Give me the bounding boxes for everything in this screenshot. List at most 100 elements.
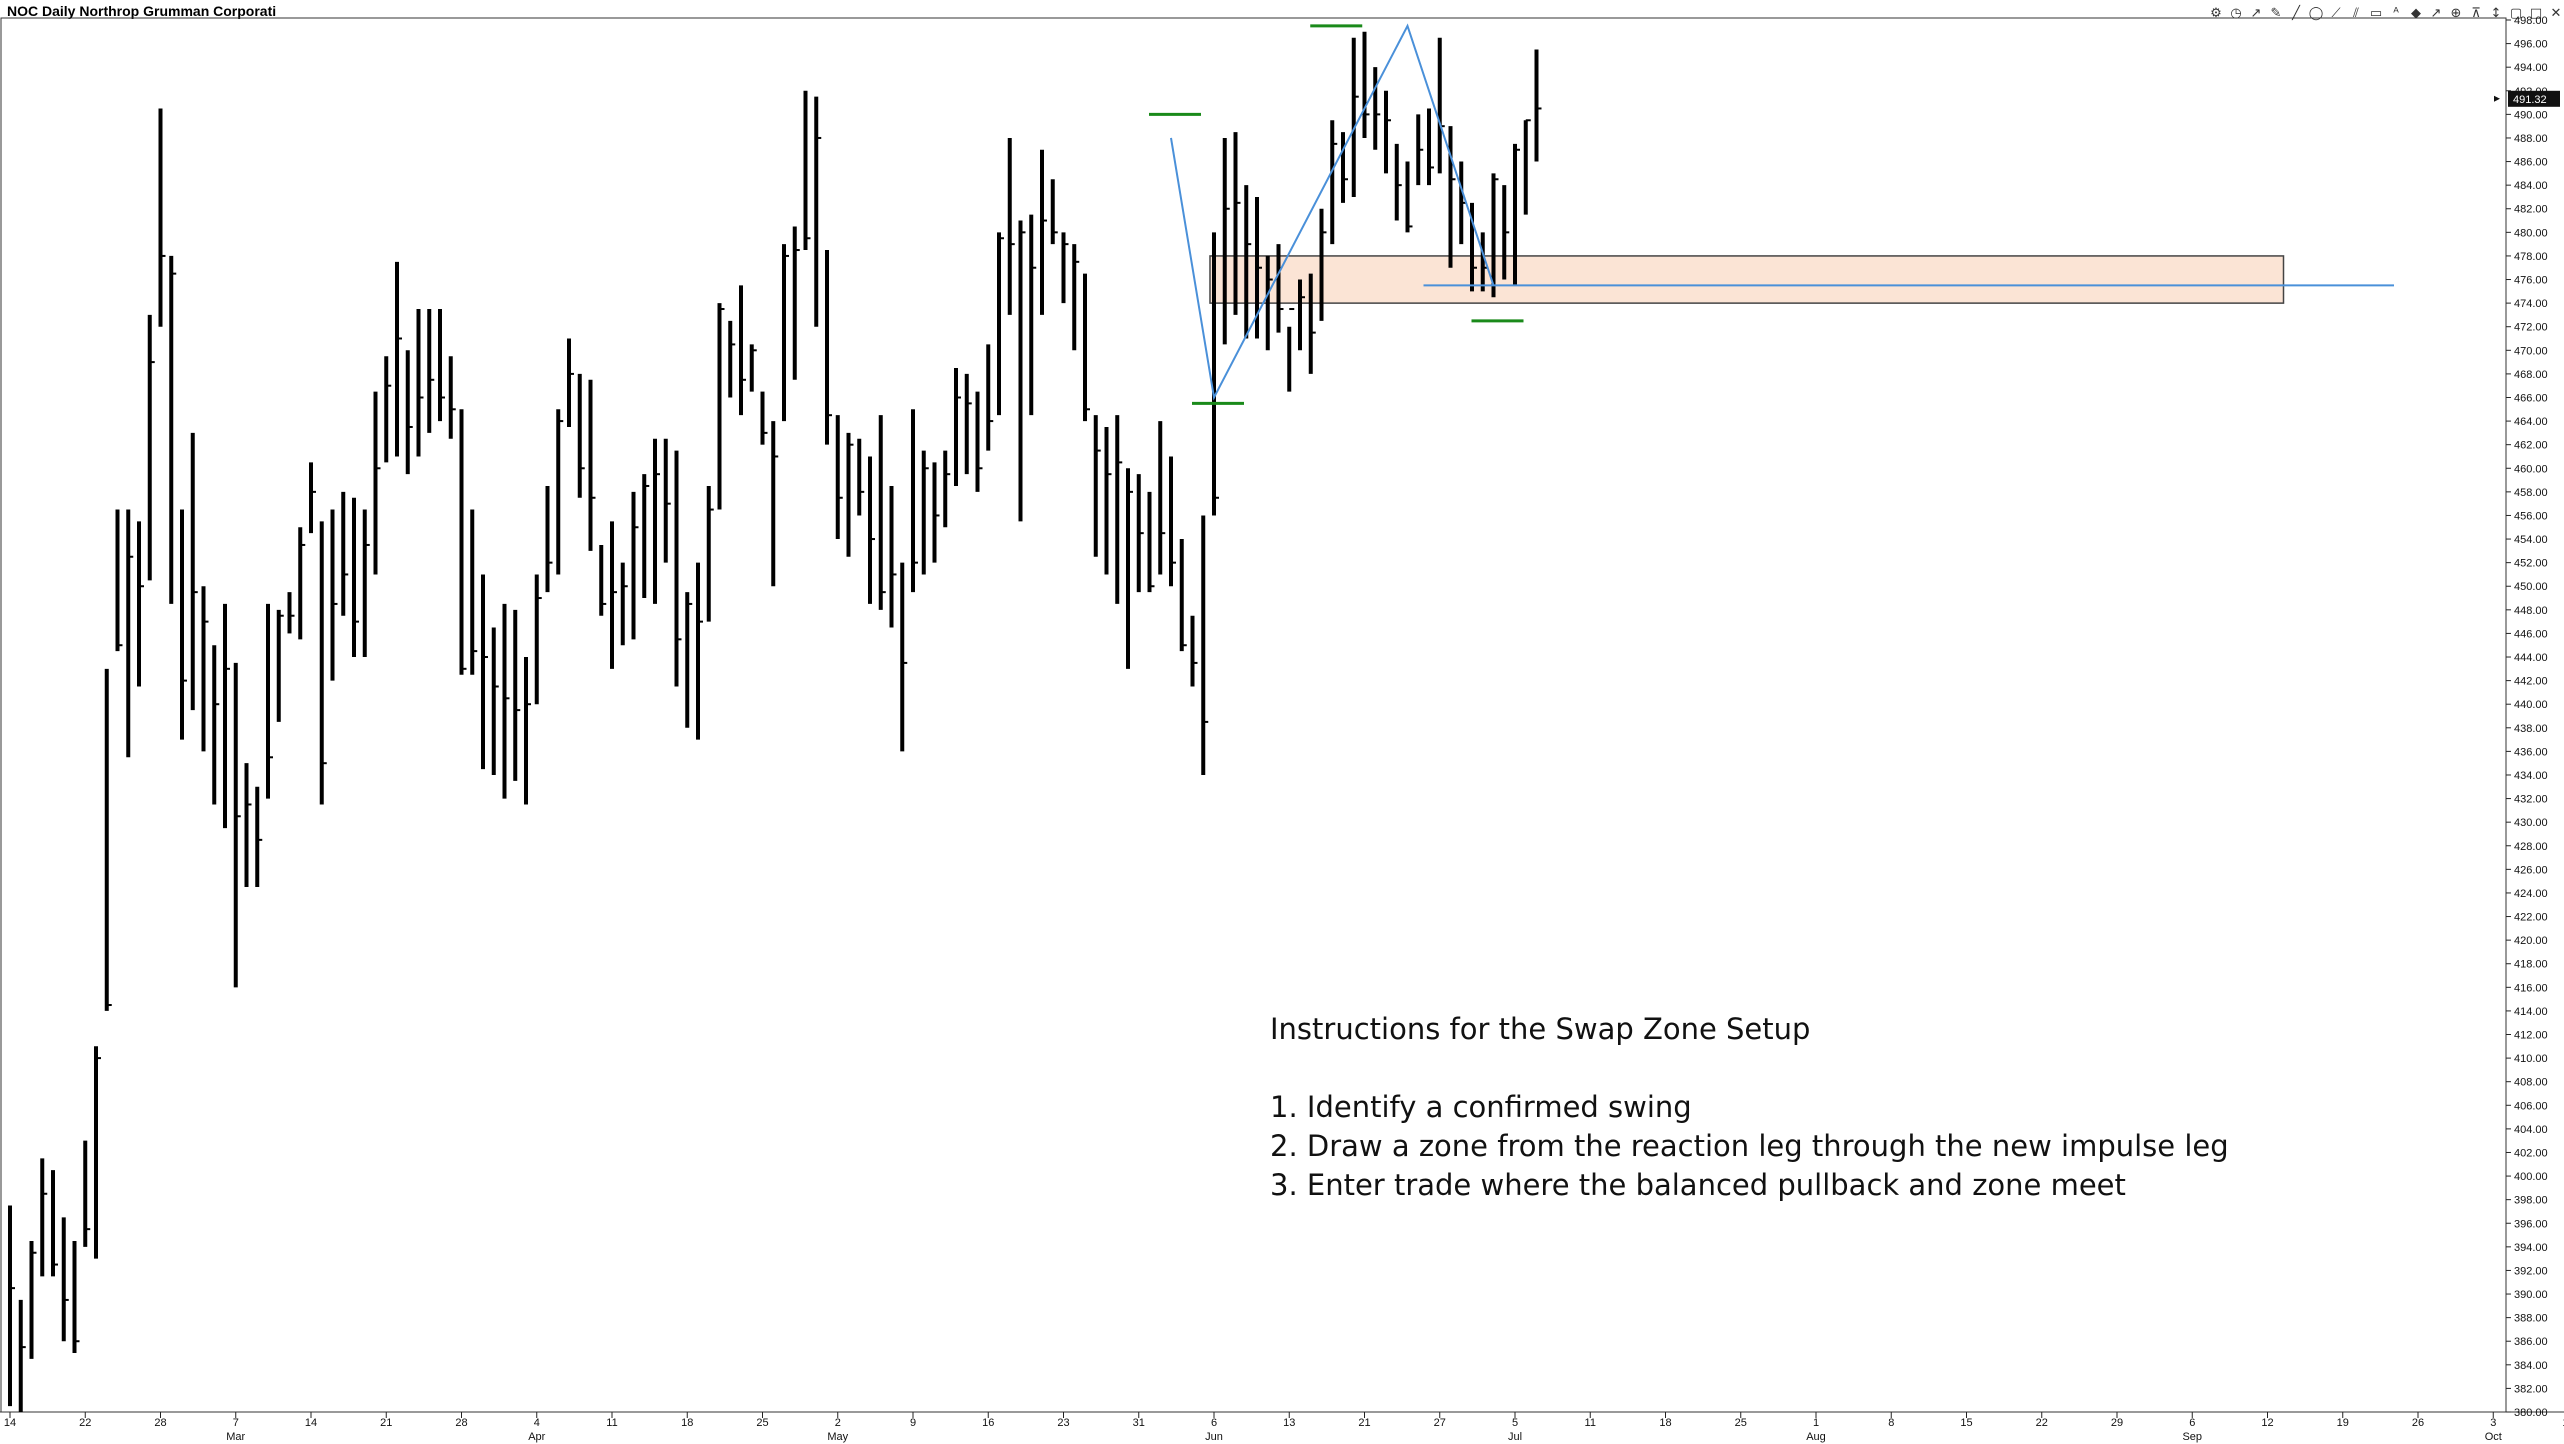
y-tick-label: 488.00 <box>2514 133 2548 145</box>
y-tick-label: 416.00 <box>2514 982 2548 994</box>
swap-zone <box>1209 255 2285 304</box>
text-icon[interactable]: ᴬ <box>2393 5 2399 21</box>
y-tick-label: 420.00 <box>2514 935 2548 947</box>
x-tick-label: 15 <box>1960 1417 1972 1429</box>
y-tick-label: 436.00 <box>2514 746 2548 758</box>
last-price-label: 491.32 <box>2513 94 2547 106</box>
y-tick-label: 482.00 <box>2514 204 2548 216</box>
y-tick-label: 406.00 <box>2514 1100 2548 1112</box>
y-tick-label: 440.00 <box>2514 699 2548 711</box>
y-tick-label: 472.00 <box>2514 322 2548 334</box>
y-tick-label: 486.00 <box>2514 157 2548 169</box>
y-tick-label: 480.00 <box>2514 227 2548 239</box>
y-tick-label: 494.00 <box>2514 62 2548 74</box>
x-tick-label: 3 <box>2490 1417 2496 1429</box>
x-tick-label: 22 <box>79 1417 91 1429</box>
x-tick-label: 28 <box>455 1417 467 1429</box>
fib-icon[interactable]: ⫽ <box>2353 5 2359 21</box>
y-tick-label: 384.00 <box>2514 1360 2548 1372</box>
y-tick-label: 498.00 <box>2514 15 2548 27</box>
y-tick-label: 394.00 <box>2514 1242 2548 1254</box>
x-tick-label: 14 <box>305 1417 317 1429</box>
y-tick-label: 380.00 <box>2514 1407 2548 1419</box>
instruction-step-2: 2. Draw a zone from the reaction leg thr… <box>1270 1129 2229 1163</box>
x-month-label: Jul <box>1508 1431 1522 1443</box>
close-icon[interactable]: ✕ <box>2550 5 2562 21</box>
y-tick-label: 402.00 <box>2514 1147 2548 1159</box>
y-tick-label: 466.00 <box>2514 392 2548 404</box>
y-tick-label: 422.00 <box>2514 912 2548 924</box>
x-tick-label: 11 <box>606 1417 617 1429</box>
y-tick-label: 410.00 <box>2514 1053 2548 1065</box>
x-tick-label: 25 <box>756 1417 768 1429</box>
y-tick-label: 400.00 <box>2514 1171 2548 1183</box>
pencil-icon[interactable]: ✎ <box>2270 5 2282 21</box>
trend-icon[interactable]: ↗ <box>2430 5 2442 21</box>
marker-icon[interactable]: ◆ <box>2411 5 2421 21</box>
diagonal-icon[interactable]: ⟋ <box>2331 5 2341 21</box>
y-tick-label: 432.00 <box>2514 794 2548 806</box>
y-tick-label: 484.00 <box>2514 180 2548 192</box>
rectangle-icon[interactable]: ▭ <box>2369 5 2383 21</box>
x-tick-label: 2 <box>835 1417 841 1429</box>
y-tick-label: 392.00 <box>2514 1265 2548 1277</box>
y-tick-label: 438.00 <box>2514 723 2548 735</box>
circle-tool-icon[interactable]: ◯ <box>2308 5 2324 21</box>
y-tick-label: 460.00 <box>2514 463 2548 475</box>
scroll-icon[interactable]: ↕ <box>2490 5 2502 21</box>
y-tick-label: 398.00 <box>2514 1195 2548 1207</box>
y-tick-label: 464.00 <box>2514 416 2548 428</box>
restore-icon[interactable]: ▢ <box>2509 5 2523 21</box>
x-tick-label: 1 <box>1813 1417 1819 1429</box>
x-tick-label: 9 <box>910 1417 916 1429</box>
line-tool-icon[interactable]: ╱ <box>2292 5 2300 21</box>
x-tick-label: 4 <box>534 1417 540 1429</box>
y-tick-label: 418.00 <box>2514 959 2548 971</box>
price-axis: 380.00 382.00 384.00 386.00 388.00 390.00 392.… <box>2494 15 2560 1419</box>
y-tick-label: 390.00 <box>2514 1289 2548 1301</box>
x-tick-label: 7 <box>233 1417 239 1429</box>
y-tick-label: 414.00 <box>2514 1006 2548 1018</box>
y-tick-label: 424.00 <box>2514 888 2548 900</box>
y-tick-label: 444.00 <box>2514 652 2548 664</box>
maximize-icon[interactable]: □ <box>2529 5 2543 21</box>
last-price-marker <box>2508 90 2560 107</box>
y-tick-label: 458.00 <box>2514 487 2548 499</box>
y-tick-label: 496.00 <box>2514 39 2548 51</box>
y-tick-label: 388.00 <box>2514 1313 2548 1325</box>
chart-settings-icon[interactable]: ⚙ <box>2210 5 2222 21</box>
x-month-label: Sep <box>2182 1431 2202 1443</box>
x-tick-label: 21 <box>1358 1417 1370 1429</box>
x-month-label: Aug <box>1806 1431 1826 1443</box>
y-tick-label: 454.00 <box>2514 534 2548 546</box>
pin-icon[interactable]: ⊼ <box>2471 5 2481 21</box>
swing-zigzag-line <box>1170 23 1495 401</box>
x-tick-label: 13 <box>1283 1417 1295 1429</box>
chart-title: NOC Daily Northrop Grumman Corporati <box>7 3 277 19</box>
x-tick-label: 23 <box>1057 1417 1069 1429</box>
x-month-label: Jun <box>1205 1431 1223 1443</box>
y-tick-label: 462.00 <box>2514 440 2548 452</box>
instructions-box: Instructions for the Swap Zone Setup 1. … <box>1270 1010 2229 1205</box>
x-tick-label: 5 <box>1512 1417 1518 1429</box>
x-month-label: Apr <box>528 1431 545 1443</box>
zoom-icon[interactable]: ⊕ <box>2450 5 2462 21</box>
y-tick-label: 426.00 <box>2514 864 2548 876</box>
y-tick-label: 430.00 <box>2514 817 2548 829</box>
x-tick-label: 22 <box>2036 1417 2048 1429</box>
instructions-heading: Instructions for the Swap Zone Setup <box>1270 1012 1811 1046</box>
instruction-step-3: 3. Enter trade where the balanced pullba… <box>1270 1168 2126 1202</box>
x-tick-label: 21 <box>380 1417 392 1429</box>
y-tick-label: 474.00 <box>2514 298 2548 310</box>
instruction-step-1: 1. Identify a confirmed swing <box>1270 1090 1692 1124</box>
date-axis: 14 22 28 7 14 21 28 4 11 18 25 2 9 16 23 31 6 13 21 27 5 11 18… <box>4 1412 2564 1443</box>
clock-icon[interactable]: ◷ <box>2230 5 2242 21</box>
x-tick-label: 10 <box>2562 1417 2564 1429</box>
cursor-icon[interactable]: ↗ <box>2250 5 2262 21</box>
x-tick-label: 6 <box>1211 1417 1217 1429</box>
ohlc-bars <box>8 31 1542 1412</box>
y-tick-label: 456.00 <box>2514 510 2548 522</box>
x-tick-label: 19 <box>2337 1417 2349 1429</box>
y-tick-label: 476.00 <box>2514 275 2548 287</box>
